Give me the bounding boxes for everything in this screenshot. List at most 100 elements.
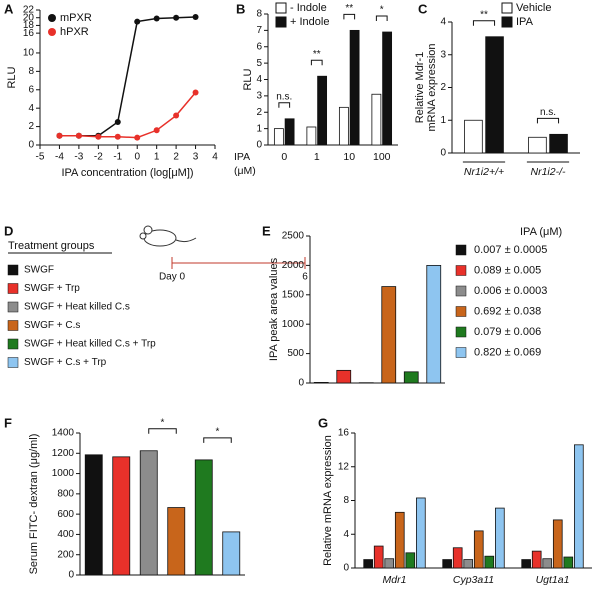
significance-label: * — [380, 5, 384, 16]
legend-label: + Indole — [290, 16, 329, 28]
panel-letter: E — [262, 223, 271, 238]
legend-label: IPA — [516, 16, 534, 28]
bar — [372, 94, 381, 145]
y-axis-label: RLU — [6, 66, 18, 88]
y-tick-label: 2500 — [282, 231, 305, 242]
bar — [465, 120, 483, 153]
group-swatch — [8, 358, 18, 368]
bar — [406, 553, 415, 568]
data-point — [115, 134, 121, 140]
legend-label: 0.007 ± 0.0005 — [474, 244, 547, 256]
panel-letter: B — [236, 1, 245, 16]
x-axis-label: IPA — [234, 151, 250, 163]
bar — [385, 559, 394, 568]
data-point — [173, 113, 179, 119]
legend-label: 0.089 ± 0.005 — [474, 264, 541, 276]
x-tick-label: Cyp3a11 — [453, 574, 494, 586]
y-tick-label: 10 — [23, 48, 35, 59]
significance-bracket — [204, 438, 232, 443]
x-axis-label: IPA concentration (log[μM]) — [61, 167, 193, 179]
significance-bracket — [279, 103, 290, 108]
bar — [395, 512, 404, 568]
legend-marker — [48, 14, 56, 22]
y-tick-label: 600 — [57, 509, 74, 520]
bar — [337, 370, 351, 383]
legend-label: Vehicle — [516, 2, 551, 14]
x-tick-label: 100 — [373, 151, 391, 163]
legend-label: 0.820 ± 0.069 — [474, 346, 541, 358]
bar — [550, 134, 568, 153]
bar — [474, 531, 483, 568]
significance-bracket — [149, 429, 177, 434]
bar — [339, 107, 348, 145]
x-tick-label: -3 — [74, 152, 83, 163]
x-tick-label: -2 — [94, 152, 103, 163]
data-point — [76, 133, 82, 139]
significance-label: ** — [345, 3, 353, 14]
data-point — [193, 14, 199, 20]
x-tick-label: 1 — [154, 152, 160, 163]
y-tick-label: 7 — [256, 25, 262, 36]
y-tick-label: 0 — [440, 148, 446, 159]
bar — [486, 37, 504, 153]
group-label: SWGF + C.s — [24, 320, 80, 331]
bar — [383, 32, 392, 145]
x-tick-label: 2 — [173, 152, 179, 163]
x-tick-label: 0 — [281, 151, 287, 163]
legend-swatch — [456, 266, 466, 276]
legend-swatch — [276, 17, 286, 27]
y-tick-label: 2 — [440, 82, 446, 93]
significance-bracket — [473, 21, 494, 26]
y-axis-label: Relative mRNA expression — [322, 435, 334, 566]
y-axis-label: IPA peak area values — [268, 257, 280, 361]
bar — [382, 287, 396, 383]
bar — [553, 520, 562, 568]
bar — [285, 119, 294, 145]
y-tick-label: 3 — [256, 91, 262, 102]
bar — [364, 560, 373, 568]
x-tick-label: 1 — [314, 151, 320, 163]
legend-swatch — [276, 3, 286, 13]
y-tick-label: 0 — [343, 563, 349, 574]
group-swatch — [8, 339, 18, 349]
legend-swatch — [456, 348, 466, 358]
group-swatch — [8, 265, 18, 275]
data-point — [134, 135, 140, 141]
panel-letter: D — [4, 223, 13, 238]
panel-letter: F — [4, 415, 12, 430]
significance-bracket — [344, 14, 355, 19]
bar — [443, 560, 452, 568]
legend-swatch — [456, 245, 466, 255]
legend-swatch — [502, 3, 512, 13]
data-point — [173, 15, 179, 21]
data-point — [154, 127, 160, 133]
panel-letter: A — [4, 1, 14, 16]
y-tick-label: 500 — [287, 348, 304, 359]
x-tick-label: 4 — [212, 152, 218, 163]
data-point — [154, 15, 160, 21]
bar — [416, 498, 425, 568]
bar — [113, 457, 130, 575]
legend-label: hPXR — [60, 26, 89, 38]
group-swatch — [8, 321, 18, 331]
y-axis-label: Relative Mdr-1 — [414, 52, 426, 124]
significance-label: n.s. — [540, 107, 556, 118]
data-point — [134, 19, 140, 25]
legend-swatch — [456, 307, 466, 317]
x-tick-label: Nr1i2+/+ — [464, 166, 504, 178]
y-axis-label: RLU — [242, 68, 254, 90]
bar — [529, 137, 547, 153]
y-tick-label: 12 — [338, 461, 350, 472]
y-axis-label: mRNA expression — [426, 43, 438, 131]
group-label: SWGF — [24, 265, 54, 276]
bar — [464, 560, 473, 568]
bar — [223, 532, 240, 575]
y-tick-label: 4 — [440, 17, 446, 28]
x-axis-label: (μM) — [234, 165, 256, 177]
significance-bracket — [311, 60, 322, 65]
group-label: SWGF + C.s + Trp — [24, 357, 107, 368]
legend-swatch — [456, 286, 466, 296]
y-tick-label: 200 — [57, 549, 74, 560]
y-tick-label: 2 — [28, 121, 34, 132]
legend-label: mPXR — [60, 12, 92, 24]
